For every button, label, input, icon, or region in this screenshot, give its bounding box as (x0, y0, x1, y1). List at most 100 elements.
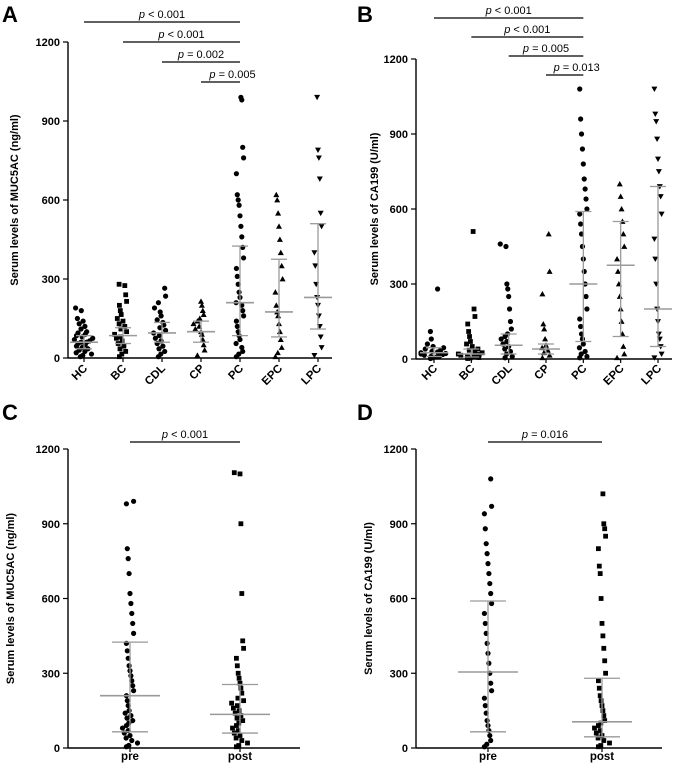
data-point (598, 596, 604, 601)
p-value: = 0.002 (184, 49, 224, 61)
p-symbol: p (522, 43, 529, 55)
data-point (119, 351, 125, 357)
data-point (198, 298, 204, 304)
significance-label: p < 0.001 (485, 5, 532, 17)
x-category-label: post (228, 751, 252, 763)
data-point (621, 351, 628, 357)
data-point (596, 685, 602, 691)
y-axis-label: Serum levels of CA199 (U/ml) (363, 522, 375, 675)
data-point (481, 610, 487, 617)
y-tick-label: 1200 (36, 444, 60, 456)
significance-label: p < 0.001 (503, 24, 550, 36)
data-point (658, 211, 665, 217)
data-point (80, 352, 86, 358)
data-point (577, 316, 583, 322)
data-point (489, 503, 495, 509)
x-category-label: CP (532, 362, 552, 382)
data-point (278, 262, 285, 269)
data-point (75, 330, 81, 336)
data-point (234, 192, 240, 198)
data-point (130, 620, 136, 627)
data-point (121, 343, 127, 349)
data-point (502, 346, 508, 352)
data-point (234, 663, 240, 669)
data-point (235, 728, 241, 733)
data-point (482, 620, 488, 627)
data-point (614, 256, 621, 262)
data-point (539, 291, 546, 297)
data-point (464, 341, 469, 347)
data-point (577, 86, 583, 92)
data-point (600, 633, 606, 639)
data-point (277, 249, 284, 256)
data-point (485, 561, 491, 567)
data-point (542, 336, 549, 342)
panel-letter: C (2, 400, 18, 425)
data-point (427, 328, 433, 335)
data-point (241, 155, 247, 161)
data-point (487, 580, 493, 587)
data-point (651, 236, 658, 242)
data-point (239, 234, 245, 240)
data-point (229, 700, 234, 706)
p-symbol: p (138, 9, 145, 21)
data-point (234, 655, 239, 661)
data-point (578, 351, 584, 357)
data-point (598, 743, 604, 748)
data-point (71, 336, 77, 343)
data-point (484, 551, 490, 557)
p-value: < 0.001 (145, 9, 185, 21)
data-point (488, 680, 494, 686)
panel-b: B 0 300 600 900 1200 Serum levels of CA199 (U/… (357, 2, 672, 388)
data-point (466, 329, 472, 334)
data-point (579, 243, 586, 250)
data-point (237, 733, 243, 738)
data-point (484, 741, 490, 747)
data-point (234, 323, 240, 329)
data-point (601, 738, 607, 743)
panel-letter: D (357, 400, 373, 425)
data-point (117, 334, 123, 340)
data-point (482, 703, 488, 709)
data-point (124, 298, 129, 304)
p-value: < 0.001 (165, 29, 205, 41)
data-point (488, 590, 494, 597)
data-point (275, 210, 282, 216)
data-point (122, 710, 128, 716)
data-point (489, 688, 495, 694)
data-point (546, 352, 553, 358)
data-point (655, 169, 662, 175)
data-point (277, 336, 284, 342)
data-point (235, 695, 241, 701)
data-point (116, 321, 122, 327)
x-category-label: EPC (260, 363, 285, 388)
data-point (155, 300, 161, 306)
data-point (581, 176, 587, 182)
panel-letter: A (2, 2, 18, 27)
y-axis-label: Serum levels of MUC5AC (ng/ml) (9, 114, 21, 285)
data-point (486, 570, 492, 577)
x-category-label: CP (187, 362, 207, 382)
data-point (236, 743, 242, 748)
data-point (241, 698, 246, 704)
data-point (238, 685, 244, 691)
data-point (240, 638, 246, 644)
p-symbol: p (521, 429, 528, 441)
data-point (125, 556, 131, 562)
x-category-label: LPC (299, 363, 324, 388)
data-point (201, 347, 208, 353)
data-point (232, 710, 238, 716)
data-point (234, 715, 240, 721)
data-point (245, 740, 250, 746)
data-point (238, 94, 244, 100)
x-category-label: PC (570, 363, 590, 383)
data-point (194, 352, 201, 358)
data-point (234, 723, 239, 728)
data-point (124, 648, 130, 654)
data-point (657, 194, 664, 200)
data-point (596, 678, 601, 684)
p-value: = 0.013 (560, 62, 600, 74)
significance-label: p = 0.013 (553, 62, 600, 74)
data-point (130, 683, 136, 689)
data-point (236, 351, 242, 357)
